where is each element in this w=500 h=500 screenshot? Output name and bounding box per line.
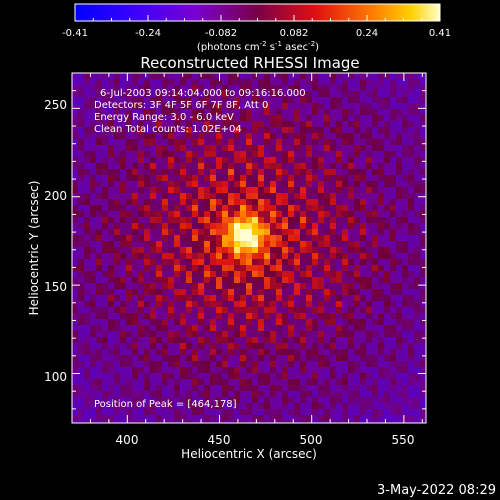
rhessi-image	[72, 73, 426, 423]
y-axis-label: Heliocentric Y (arcsec)	[27, 181, 41, 316]
colorbar-tick-label: -0.41	[62, 28, 88, 39]
annotation-clean: Clean Total counts: 1.02E+04	[94, 124, 242, 135]
axis-ticks	[72, 72, 426, 423]
colorbar-tick-label: -0.082	[205, 28, 237, 39]
x-axis-label: Heliocentric X (arcsec)	[181, 447, 317, 461]
y-tick-label: 150	[44, 280, 67, 294]
x-tick-label: 550	[392, 433, 415, 447]
y-tick-label: 250	[44, 98, 67, 112]
colorbar-tick-label: 0.082	[280, 28, 309, 39]
plot-frame	[71, 72, 427, 424]
colorbar-units: (photons cm-2 s-1 asec-2)	[197, 40, 319, 53]
colorbar: -0.41 -0.24 -0.082 0.082 0.24 0.41 (phot…	[62, 3, 451, 53]
x-tick-label: 500	[300, 433, 323, 447]
x-tick-label: 400	[116, 433, 139, 447]
plot-timestamp: 3-May-2022 08:29	[377, 483, 496, 498]
colorbar-tick-label: -0.24	[135, 28, 161, 39]
colorbar-tick-label: 0.24	[356, 28, 378, 39]
colorbar-tick-label: 0.41	[429, 28, 451, 39]
annotation-energy-range: Energy Range: 3.0 - 6.0 keV	[94, 112, 234, 123]
image-title: Reconstructed RHESSI Image	[140, 54, 359, 72]
annotation-time-range: 6-Jul-2003 09:14:04.000 to 09:16:16.000	[100, 88, 306, 99]
annotation-peak-position: Position of Peak = [464,178]	[94, 399, 237, 410]
y-tick-label: 100	[44, 370, 67, 384]
y-tick-label: 200	[44, 189, 67, 203]
annotation-detectors: Detectors: 3F 4F 5F 6F 7F 8F, Att 0	[94, 100, 268, 111]
x-tick-label: 450	[208, 433, 231, 447]
